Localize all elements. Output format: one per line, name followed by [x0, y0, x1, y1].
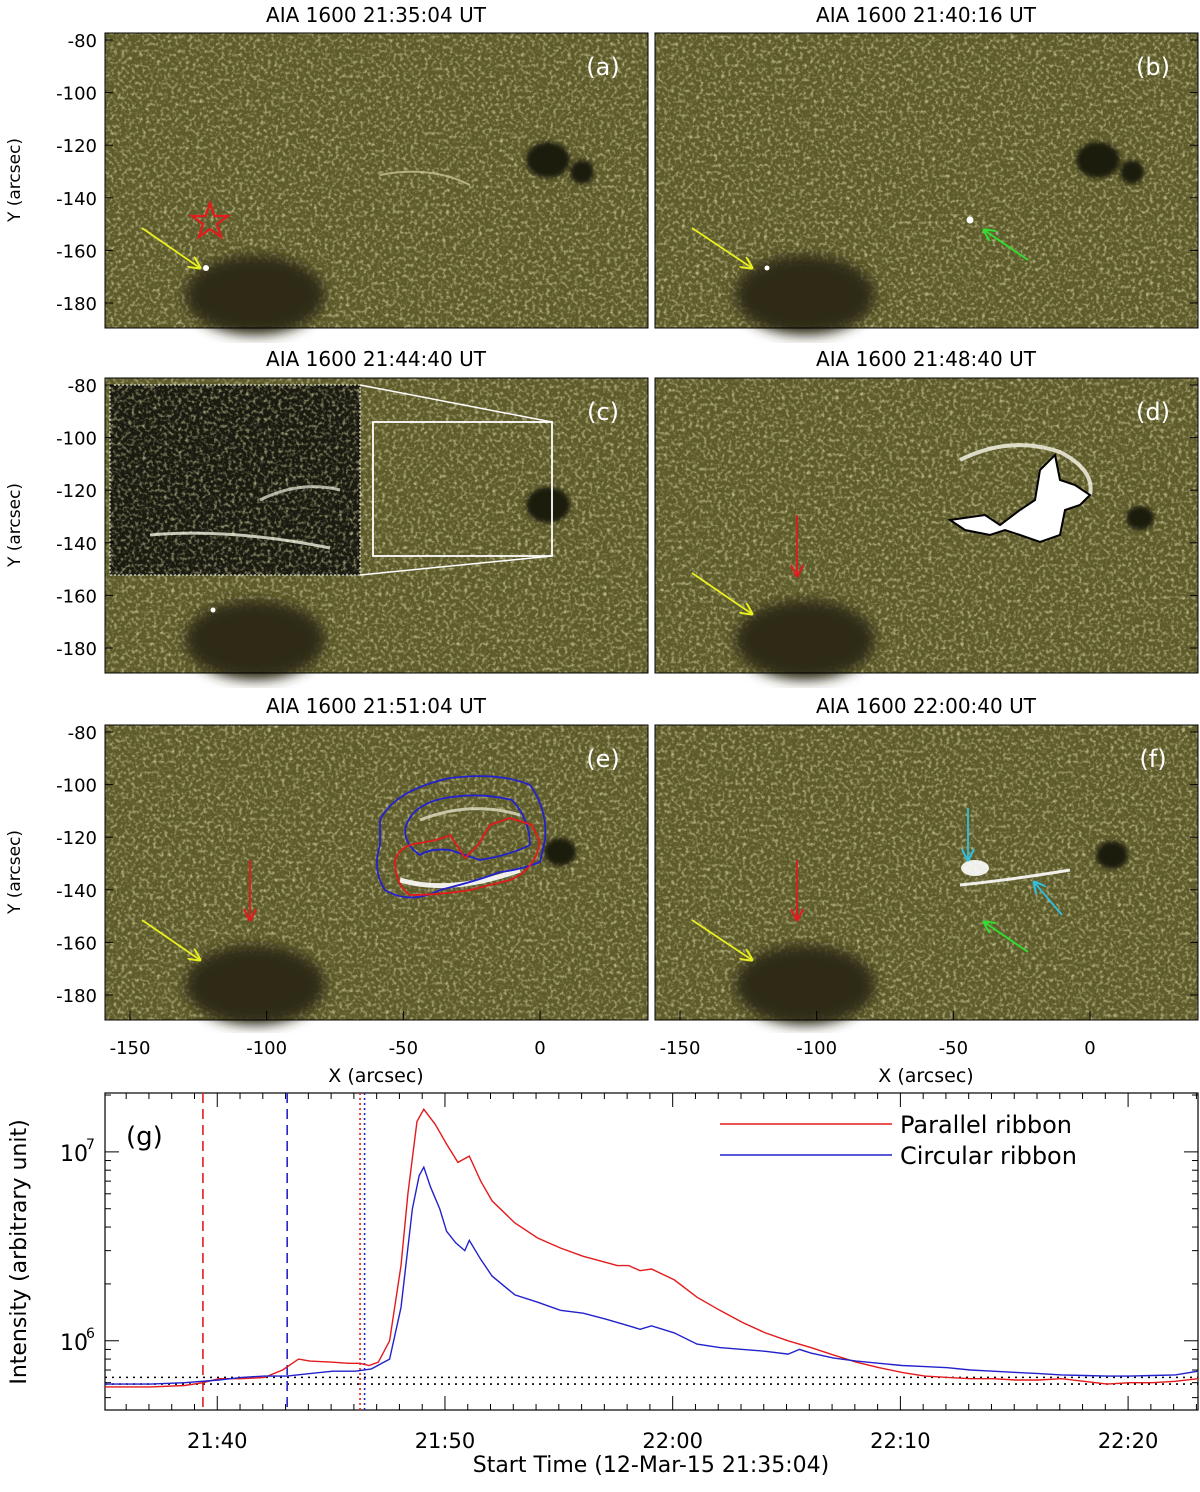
legend-label-parallel: Parallel ribbon: [900, 1111, 1072, 1139]
green-arrow: [984, 922, 1029, 953]
x-tick-label: 21:50: [415, 1429, 476, 1453]
y-tick-label: -80: [68, 723, 97, 744]
panel-title-b: AIA 1600 21:40:16 UT: [816, 3, 1037, 27]
x-tick-label: 0: [534, 1038, 545, 1059]
x-tick-label: 22:20: [1098, 1429, 1159, 1453]
y-axis-label: Y (arcsec): [5, 138, 25, 223]
legend-label-circular: Circular ribbon: [900, 1142, 1077, 1170]
image-y-axes: -80 -100 -120 -140 -160 -180 Y (arcsec) -80 -100…: [5, 31, 1198, 1007]
green-arrow: [984, 230, 1029, 261]
panel-titles: AIA 1600 21:35:04 UT AIA 1600 21:40:16 U…: [266, 3, 1037, 718]
x-tick-label: -100: [796, 1038, 837, 1059]
parallel-ribbon-line: [105, 1108, 1199, 1388]
x-tick-label: 22:10: [870, 1429, 931, 1453]
panel-d: [655, 378, 1198, 680]
y-tick-exponent: 6: [86, 1326, 95, 1342]
panel-letter-f: (f): [1139, 745, 1166, 773]
x-tick-label: -150: [110, 1038, 151, 1059]
panel-letter-b: (b): [1136, 53, 1170, 81]
series-lines: [105, 1108, 1199, 1388]
panel-e: [105, 725, 648, 1025]
plot-frame: [104, 1092, 1199, 1411]
y-axis-title: Intensity (arbitrary unit): [7, 1119, 32, 1384]
panel-letter-e: (e): [586, 745, 620, 773]
yellow-arrow: [691, 572, 752, 614]
y-tick-label: -180: [56, 639, 97, 660]
x-axis-label: X (arcsec): [878, 1065, 973, 1087]
x-tick-label: -50: [389, 1038, 418, 1059]
y-tick-label: -160: [56, 933, 97, 954]
yellow-arrow: [691, 919, 752, 960]
y-tick-label: -100: [56, 776, 97, 797]
panel-title-f: AIA 1600 22:00:40 UT: [816, 694, 1037, 718]
x-tick-label: 21:40: [187, 1429, 248, 1453]
y-tick-label: -140: [56, 534, 97, 555]
panel-letter-a: (a): [586, 53, 619, 81]
y-tick-label: -160: [56, 586, 97, 607]
image-x-axes: -150 -100 -50 0 X (arcsec) -150 -100 -50 0 X (arc…: [110, 1011, 1096, 1087]
y-tick-label: -120: [56, 481, 97, 502]
circular-ribbon-line: [105, 1165, 1199, 1385]
plot-panel-label: (g): [126, 1122, 163, 1152]
panel-title-c: AIA 1600 21:44:40 UT: [266, 347, 487, 371]
x-tick-label: 22:00: [642, 1429, 703, 1453]
y-tick-label: -140: [56, 881, 97, 902]
panel-frames: [104, 32, 1199, 1021]
panel-f: [655, 725, 1198, 1025]
y-tick-label: -80: [68, 376, 97, 397]
y-tick-label: -100: [56, 429, 97, 450]
y-axis-label: Y (arcsec): [5, 483, 25, 568]
y-tick-exponent: 7: [86, 1137, 95, 1153]
yellow-arrow: [141, 919, 200, 960]
panel-letter-c: (c): [587, 398, 619, 426]
y-axis-label: Y (arcsec): [5, 830, 25, 915]
parallel-ribbon-contour: [394, 817, 541, 896]
x-tick-label: -50: [939, 1038, 968, 1059]
zoom-box: [372, 421, 553, 557]
y-tick-label: -100: [56, 84, 97, 105]
y-tick-label: -140: [56, 189, 97, 210]
y-tick-label: -160: [56, 241, 97, 262]
yellow-arrow: [691, 227, 752, 268]
panel-title-e: AIA 1600 21:51:04 UT: [266, 694, 487, 718]
y-tick-label: 10: [60, 1331, 88, 1356]
panel-a: [105, 33, 648, 335]
x-axis-title: Start Time (12-Mar-15 21:35:04): [473, 1453, 830, 1478]
panel-letters: (a) (b) (c) (d) (e) (f): [586, 53, 1170, 773]
legend: Parallel ribbon Circular ribbon: [720, 1111, 1077, 1170]
panel-title-a: AIA 1600 21:35:04 UT: [266, 3, 487, 27]
panel-title-d: AIA 1600 21:48:40 UT: [816, 347, 1037, 371]
onset-lines: [202, 1093, 366, 1410]
y-tick-label: -120: [56, 136, 97, 157]
cyan-arrow: [1034, 882, 1063, 916]
panel-b: [655, 33, 1198, 335]
saturated-ribbon: [947, 452, 1092, 544]
panel-c: [105, 378, 648, 680]
y-tick-label: 10: [60, 1142, 88, 1167]
x-tick-label: -150: [660, 1038, 701, 1059]
y-tick-label: -120: [56, 828, 97, 849]
panel-letter-d: (d): [1136, 398, 1170, 426]
x-axis-label: X (arcsec): [328, 1065, 423, 1087]
y-tick-label: -180: [56, 294, 97, 315]
x-tick-label: 0: [1084, 1038, 1095, 1059]
y-tick-label: -180: [56, 986, 97, 1007]
star-marker: [188, 199, 232, 240]
y-tick-label: -80: [68, 31, 97, 52]
yellow-arrow: [141, 227, 200, 268]
x-tick-label: -100: [246, 1038, 287, 1059]
